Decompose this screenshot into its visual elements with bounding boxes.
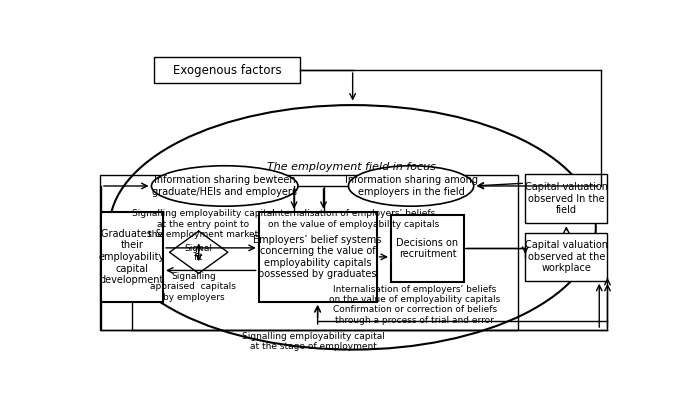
Bar	[525, 174, 608, 223]
Text: Signal: Signal	[185, 244, 213, 253]
Text: Internalisation of employers’ beliefs
on the value of employability capitals: Internalisation of employers’ beliefs on…	[268, 209, 439, 229]
Ellipse shape	[110, 105, 596, 349]
Text: Exogenous factors: Exogenous factors	[173, 63, 281, 77]
Bar	[259, 212, 377, 302]
Text: fit: fit	[194, 253, 203, 262]
Bar	[525, 233, 608, 281]
Bar	[101, 212, 163, 302]
Text: Signalling employability capital
at the stage of employment: Signalling employability capital at the …	[242, 332, 386, 351]
Text: Signalling
appraised  capitals
by employers: Signalling appraised capitals by employe…	[151, 272, 236, 302]
Bar	[101, 175, 518, 330]
Text: Confirmation or correction of beliefs
through a process of trial and error: Confirmation or correction of beliefs th…	[333, 305, 497, 324]
Text: Employers’ belief systems
concerning the value of
employability capitals
possess: Employers’ belief systems concerning the…	[253, 234, 382, 279]
Text: Capital valuation
observed In the
field: Capital valuation observed In the field	[525, 182, 608, 215]
Text: The employment field in focus: The employment field in focus	[266, 162, 436, 172]
Text: Information sharing bewteen
graduate/HEIs and employers: Information sharing bewteen graduate/HEI…	[152, 175, 297, 197]
Text: Signalling employability capital
at the entry point to
the employment market: Signalling employability capital at the …	[132, 209, 275, 239]
Text: Information sharing among
employers in the field: Information sharing among employers in t…	[345, 175, 477, 197]
Ellipse shape	[349, 166, 474, 206]
Bar	[391, 215, 464, 282]
Bar	[153, 57, 300, 83]
Ellipse shape	[151, 166, 298, 206]
Text: Decisions on
recruitment: Decisions on recruitment	[397, 238, 458, 259]
Text: Internalisation of employers’ beliefs
on the value of employability capitals: Internalisation of employers’ beliefs on…	[329, 285, 500, 304]
Text: Graduates &
their
employability
capital
development: Graduates & their employability capital …	[99, 229, 165, 285]
Text: Capital valuation
observed at the
workplace: Capital valuation observed at the workpl…	[525, 240, 608, 274]
